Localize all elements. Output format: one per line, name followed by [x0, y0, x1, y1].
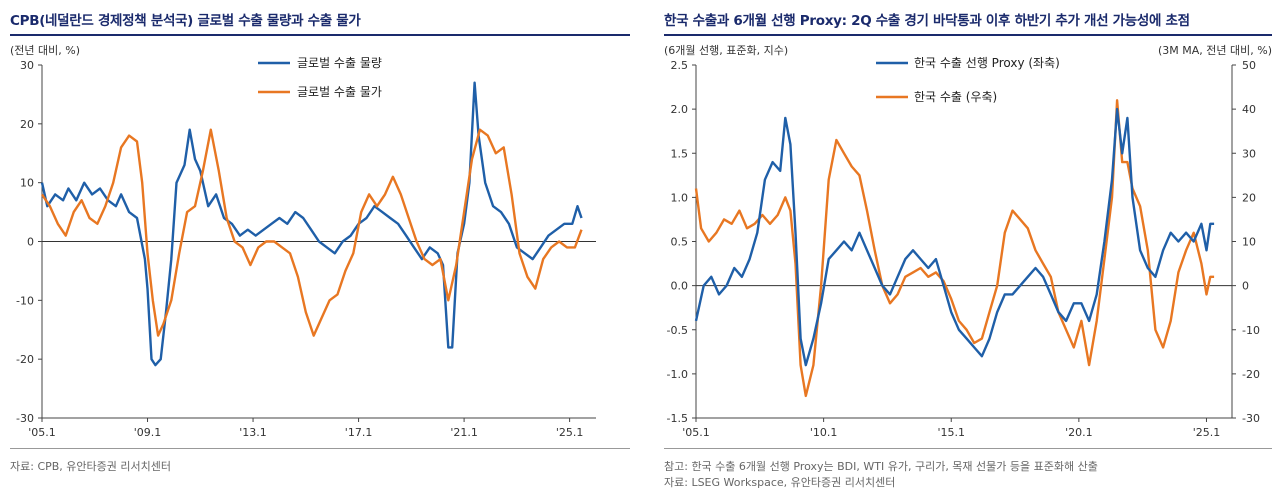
series-line-2 [41, 128, 583, 337]
left-y-tick-label: 1.0 [671, 191, 689, 204]
y-tick-label: 20 [20, 118, 34, 131]
right-y-tick-label: 30 [1242, 147, 1256, 160]
left-y-tick-label: 0.0 [671, 280, 689, 293]
left-y-tick-label: 0.5 [671, 236, 689, 249]
right-y-tick-label: 0 [1242, 280, 1249, 293]
left-title-rule [10, 34, 630, 36]
right-y-tick-label: -10 [1242, 324, 1260, 337]
right-unit-left-label: (6개월 선행, 표준화, 지수) [664, 44, 789, 57]
x-tick-label: '25.1 [1193, 426, 1221, 439]
right-chart-title: 한국 수출과 6개월 선행 Proxy: 2Q 수출 경기 바닥통과 이후 하반… [664, 13, 1190, 29]
x-tick-label: '17.1 [345, 426, 373, 439]
x-tick-label: '13.1 [239, 426, 267, 439]
right-y-tick-label: -20 [1242, 368, 1260, 381]
x-tick-label: '05.1 [682, 426, 710, 439]
y-tick-label: 30 [20, 59, 34, 72]
right-note: 참고: 한국 수출 6개월 선행 Proxy는 BDI, WTI 유가, 구리가… [664, 460, 1098, 473]
x-tick-label: '05.1 [28, 426, 56, 439]
x-tick-label: '21.1 [450, 426, 478, 439]
right-y-tick-label: 10 [1242, 236, 1256, 249]
right-y-tick-label: 50 [1242, 59, 1256, 72]
legend-label-2: 한국 수출 (우축) [914, 90, 997, 104]
right-source: 자료: LSEG Workspace, 유안타증권 리서치센터 [664, 476, 896, 489]
right-footer-rule [664, 448, 1272, 449]
series-line-1 [40, 81, 583, 367]
y-tick-label: -20 [16, 353, 34, 366]
left-y-tick-label: -0.5 [667, 324, 688, 337]
left-chart-panel: CPB(네덜란드 경제정책 분석국) 글로벌 수출 물량과 수출 물가 (전년 … [10, 0, 630, 491]
right-title-rule [664, 34, 1272, 36]
right-chart: 2.5 2.0 1.5 1.0 0.5 0.0 -0.5 -1.0 -1.5 50 40 30 20 10… [667, 55, 1260, 439]
right-y-tick-label: 20 [1242, 191, 1256, 204]
x-tick-label: '09.1 [134, 426, 162, 439]
legend-label-1: 글로벌 수출 물량 [297, 56, 382, 70]
y-tick-label: -30 [16, 412, 34, 425]
left-chart-title: CPB(네덜란드 경제정책 분석국) 글로벌 수출 물량과 수출 물가 [10, 13, 361, 29]
left-y-tick-label: 2.0 [671, 103, 689, 116]
y-tick-label: 10 [20, 177, 34, 190]
x-tick-label: '20.1 [1065, 426, 1093, 439]
left-footer-rule [10, 448, 630, 449]
right-y-tick-label: -30 [1242, 412, 1260, 425]
x-tick-label: '25.1 [556, 426, 584, 439]
y-tick-label: -10 [16, 294, 34, 307]
left-unit-label: (전년 대비, %) [10, 44, 81, 57]
series-line-2 [694, 99, 1215, 398]
legend-label-1: 한국 수출 선행 Proxy (좌축) [914, 55, 1060, 70]
left-y-tick-label: 2.5 [671, 59, 689, 72]
x-tick-label: '10.1 [810, 426, 838, 439]
left-chart: 30 20 10 0 -10 -20 -30'05.1 '09.1 '13.1 '17.1 '21.… [16, 56, 596, 439]
legend-label-2: 글로벌 수출 물가 [297, 85, 382, 99]
left-y-tick-label: -1.0 [667, 368, 688, 381]
series-line-1 [694, 107, 1215, 367]
left-y-tick-label: 1.5 [671, 147, 689, 160]
right-y-tick-label: 40 [1242, 103, 1256, 116]
right-chart-panel: 한국 수출과 6개월 선행 Proxy: 2Q 수출 경기 바닥통과 이후 하반… [664, 0, 1272, 491]
x-tick-label: '15.1 [937, 426, 965, 439]
left-source: 자료: CPB, 유안타증권 리서치센터 [10, 460, 171, 473]
left-y-tick-label: -1.5 [667, 412, 688, 425]
y-tick-label: 0 [27, 236, 34, 249]
right-unit-right-label: (3M MA, 전년 대비, %) [1158, 44, 1272, 57]
